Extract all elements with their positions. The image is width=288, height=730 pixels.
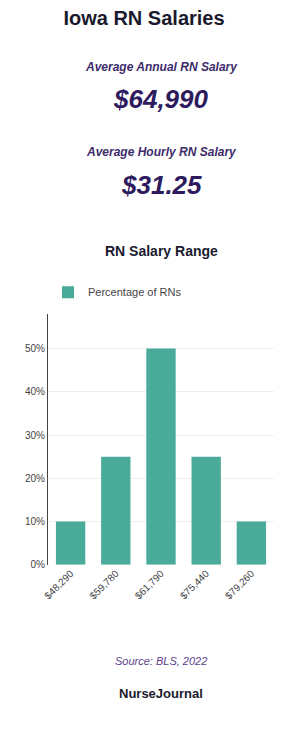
svg-text:10%: 10%: [25, 516, 45, 527]
svg-text:20%: 20%: [25, 473, 45, 484]
svg-text:50%: 50%: [25, 343, 45, 354]
svg-text:NurseJournal: NurseJournal: [119, 686, 203, 701]
svg-text:$59,780: $59,780: [87, 568, 121, 602]
svg-text:Iowa RN Salaries: Iowa RN Salaries: [63, 7, 224, 29]
svg-text:$61,790: $61,790: [133, 568, 167, 602]
svg-text:0%: 0%: [31, 559, 46, 570]
svg-text:$31.25: $31.25: [121, 170, 202, 200]
svg-text:Average Hourly RN Salary: Average Hourly RN Salary: [86, 145, 237, 159]
svg-text:Source: BLS, 2022: Source: BLS, 2022: [115, 655, 207, 667]
svg-text:40%: 40%: [25, 386, 45, 397]
svg-text:$75,440: $75,440: [178, 568, 212, 602]
svg-text:30%: 30%: [25, 430, 45, 441]
svg-text:$64,990: $64,990: [113, 84, 209, 114]
svg-text:Percentage of RNs: Percentage of RNs: [88, 286, 181, 298]
svg-text:Average Annual RN Salary: Average Annual RN Salary: [85, 60, 238, 74]
svg-text:$79,260: $79,260: [223, 568, 257, 602]
svg-text:$48,290: $48,290: [42, 568, 76, 602]
svg-text:RN Salary Range: RN Salary Range: [105, 243, 218, 259]
